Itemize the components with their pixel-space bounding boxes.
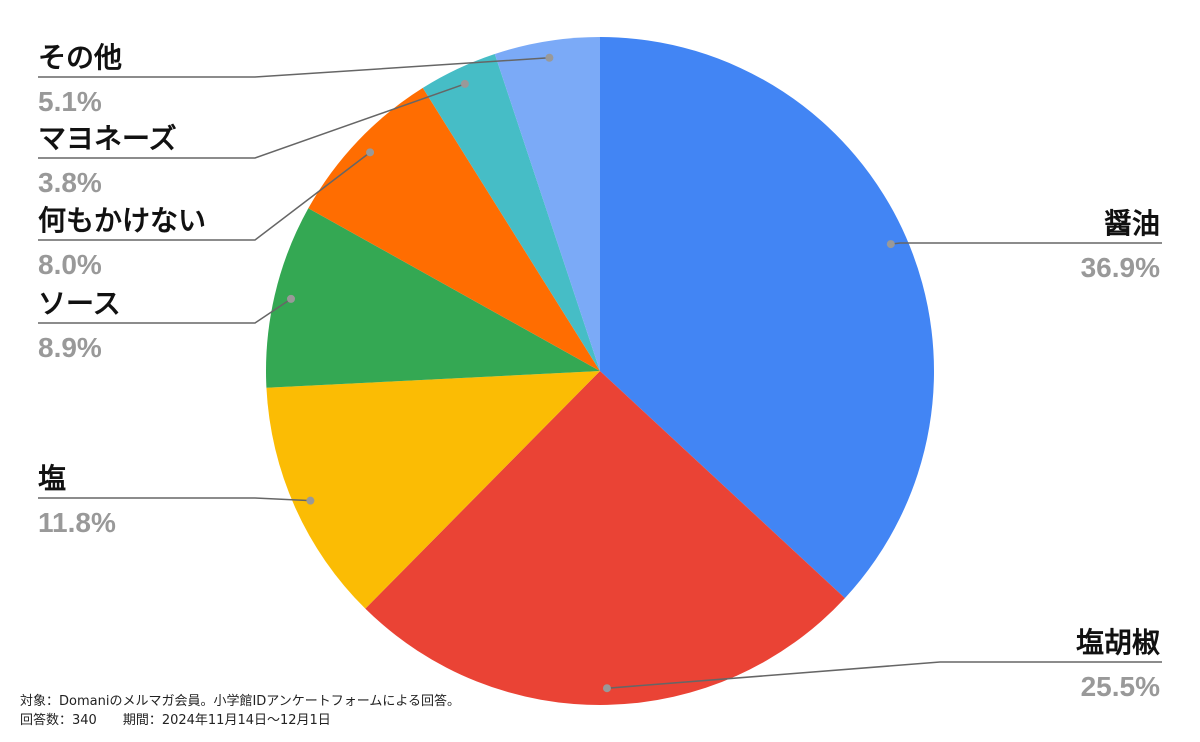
value-label: 25.5% bbox=[1081, 671, 1160, 702]
pie-slice bbox=[365, 371, 845, 705]
slice-label: マヨネーズ bbox=[38, 122, 177, 155]
pie-slice bbox=[494, 37, 600, 371]
leader-dot bbox=[545, 53, 554, 62]
slice-label: 塩胡椒 bbox=[1076, 626, 1160, 659]
value-label: 5.1% bbox=[38, 86, 102, 117]
slice-label: 醤油 bbox=[1104, 207, 1160, 240]
leader-dot bbox=[886, 240, 895, 249]
slice-label: その他 bbox=[38, 41, 122, 74]
pie-slice bbox=[266, 208, 600, 388]
leader-dot bbox=[306, 496, 315, 505]
pie-slice bbox=[308, 87, 600, 371]
slice-label: 塩 bbox=[38, 462, 66, 495]
leader-line bbox=[890, 242, 1162, 245]
leader-line bbox=[38, 83, 466, 159]
leader-line bbox=[38, 151, 371, 241]
leader-line bbox=[38, 298, 292, 324]
value-label: 3.8% bbox=[38, 167, 102, 198]
leader-line bbox=[606, 661, 1162, 689]
leader-dot bbox=[287, 294, 296, 303]
leader-dot bbox=[366, 148, 375, 157]
value-label: 8.9% bbox=[38, 332, 102, 363]
footnote: 回答数：340 期間：2024年11月14日〜12月1日 bbox=[20, 712, 331, 728]
value-label: 36.9% bbox=[1081, 252, 1160, 283]
pie-slice bbox=[422, 54, 600, 371]
slice-label: ソース bbox=[38, 287, 121, 320]
value-label: 8.0% bbox=[38, 249, 102, 280]
leader-line bbox=[38, 57, 550, 78]
footnote: 対象：Domaniのメルマガ会員。小学館IDアンケートフォームによる回答。 bbox=[20, 693, 460, 709]
value-label: 11.8% bbox=[38, 507, 116, 538]
leader-dot bbox=[602, 684, 611, 693]
slice-label: 何もかけない bbox=[38, 204, 206, 237]
leader-line bbox=[38, 497, 311, 502]
pie-slice bbox=[266, 371, 600, 609]
pie-slice bbox=[600, 37, 935, 599]
leader-dot bbox=[460, 79, 469, 88]
